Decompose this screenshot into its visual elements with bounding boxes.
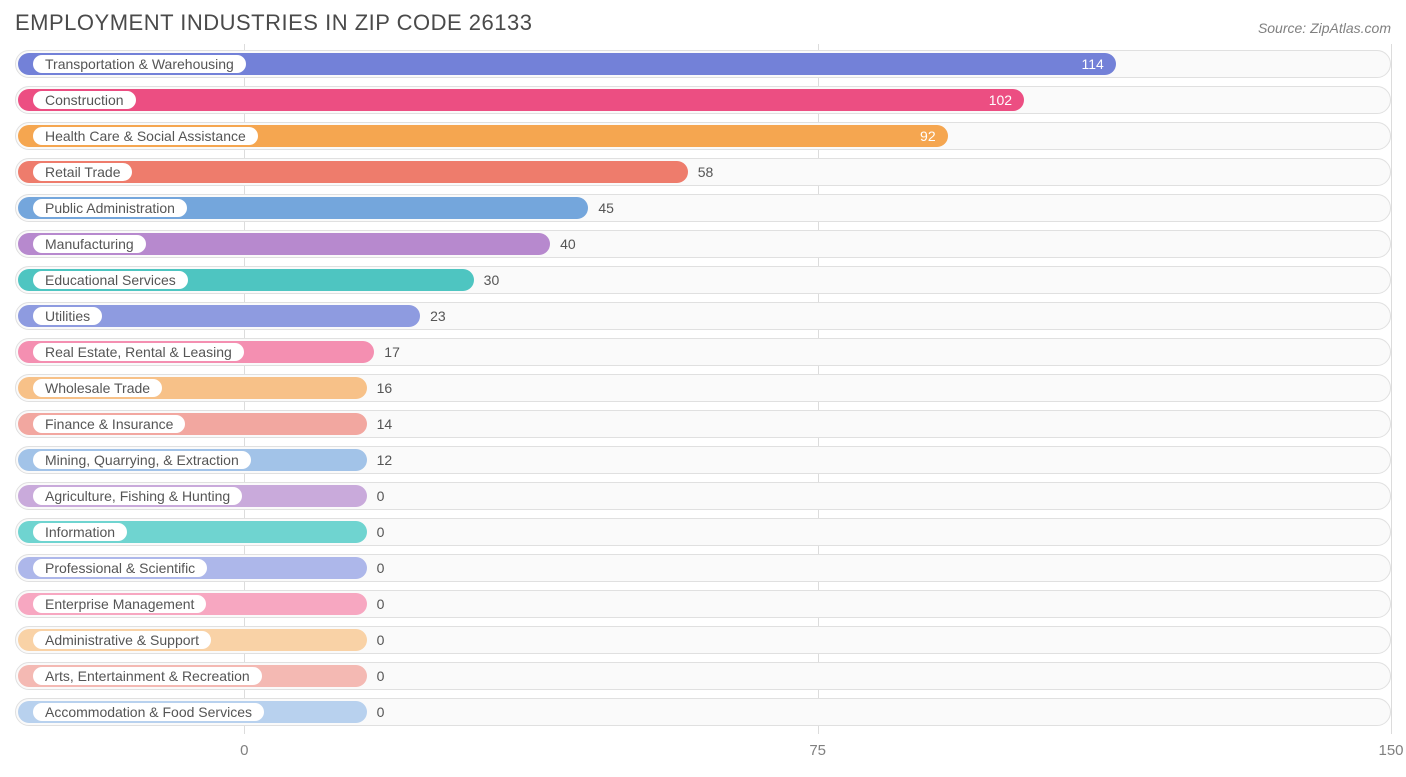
bar-row: Construction 102	[15, 86, 1391, 114]
bar-value-label: 23	[430, 302, 446, 330]
bar-category-label: Mining, Quarrying, & Extraction	[31, 449, 253, 471]
bar-row: Health Care & Social Assistance 92	[15, 122, 1391, 150]
bar-value-label: 0	[377, 554, 385, 582]
chart-bars: Transportation & Warehousing 114 Construct…	[15, 44, 1391, 726]
bar-value-label: 12	[377, 446, 393, 474]
bar-row: Public Administration 45	[15, 194, 1391, 222]
bar-row: Mining, Quarrying, & Extraction 12	[15, 446, 1391, 474]
axis-tick-label: 0	[240, 742, 248, 759]
bar-category-label: Arts, Entertainment & Recreation	[31, 665, 264, 687]
bar-row: Utilities 23	[15, 302, 1391, 330]
bar-row: Agriculture, Fishing & Hunting 0	[15, 482, 1391, 510]
chart-header: EMPLOYMENT INDUSTRIES IN ZIP CODE 26133 …	[15, 10, 1391, 36]
bar-row: Professional & Scientific 0	[15, 554, 1391, 582]
bar-row: Finance & Insurance 14	[15, 410, 1391, 438]
bar-category-label: Information	[31, 521, 129, 543]
bar-row: Administrative & Support 0	[15, 626, 1391, 654]
bar-category-label: Public Administration	[31, 197, 189, 219]
bar-value-label: 0	[377, 698, 385, 726]
bar-row: Wholesale Trade 16	[15, 374, 1391, 402]
bar-value-label: 58	[698, 158, 714, 186]
bar-value-label: 14	[377, 410, 393, 438]
bar-category-label: Manufacturing	[31, 233, 148, 255]
bar-value-label: 92	[920, 122, 936, 150]
bar-value-label: 40	[560, 230, 576, 258]
bar-row: Information 0	[15, 518, 1391, 546]
bar-category-label: Finance & Insurance	[31, 413, 187, 435]
bar-category-label: Construction	[31, 89, 138, 111]
chart-plot-area: Transportation & Warehousing 114 Construct…	[15, 44, 1391, 764]
axis-tick-label: 75	[809, 742, 826, 759]
bar-category-label: Utilities	[31, 305, 104, 327]
bar-category-label: Retail Trade	[31, 161, 134, 183]
bar-row: Accommodation & Food Services 0	[15, 698, 1391, 726]
bar-category-label: Educational Services	[31, 269, 190, 291]
chart-source: Source: ZipAtlas.com	[1258, 20, 1391, 36]
bar-row: Educational Services 30	[15, 266, 1391, 294]
bar-row: Retail Trade 58	[15, 158, 1391, 186]
bar-value-label: 0	[377, 518, 385, 546]
bar-category-label: Accommodation & Food Services	[31, 701, 266, 723]
bar-value-label: 45	[598, 194, 614, 222]
chart-title: EMPLOYMENT INDUSTRIES IN ZIP CODE 26133	[15, 10, 533, 36]
bar-fill	[18, 89, 1024, 111]
bar-value-label: 0	[377, 626, 385, 654]
bar-value-label: 30	[484, 266, 500, 294]
bar-row: Enterprise Management 0	[15, 590, 1391, 618]
bar-category-label: Agriculture, Fishing & Hunting	[31, 485, 244, 507]
bar-value-label: 114	[1081, 50, 1103, 78]
bar-value-label: 16	[377, 374, 393, 402]
axis-tick-label: 150	[1378, 742, 1403, 759]
bar-category-label: Wholesale Trade	[31, 377, 164, 399]
bar-value-label: 0	[377, 590, 385, 618]
bar-value-label: 0	[377, 662, 385, 690]
bar-category-label: Enterprise Management	[31, 593, 208, 615]
bar-row: Real Estate, Rental & Leasing 17	[15, 338, 1391, 366]
bar-category-label: Administrative & Support	[31, 629, 213, 651]
bar-category-label: Real Estate, Rental & Leasing	[31, 341, 246, 363]
bar-category-label: Health Care & Social Assistance	[31, 125, 260, 147]
gridline	[1391, 44, 1392, 734]
bar-category-label: Transportation & Warehousing	[31, 53, 248, 75]
chart-container: Transportation & Warehousing 114 Construct…	[15, 44, 1391, 764]
bar-value-label: 17	[384, 338, 400, 366]
bar-value-label: 102	[989, 86, 1012, 114]
bar-category-label: Professional & Scientific	[31, 557, 209, 579]
bar-row: Transportation & Warehousing 114	[15, 50, 1391, 78]
bar-row: Arts, Entertainment & Recreation 0	[15, 662, 1391, 690]
bar-value-label: 0	[377, 482, 385, 510]
x-axis-labels: 075150	[15, 740, 1391, 764]
bar-row: Manufacturing 40	[15, 230, 1391, 258]
